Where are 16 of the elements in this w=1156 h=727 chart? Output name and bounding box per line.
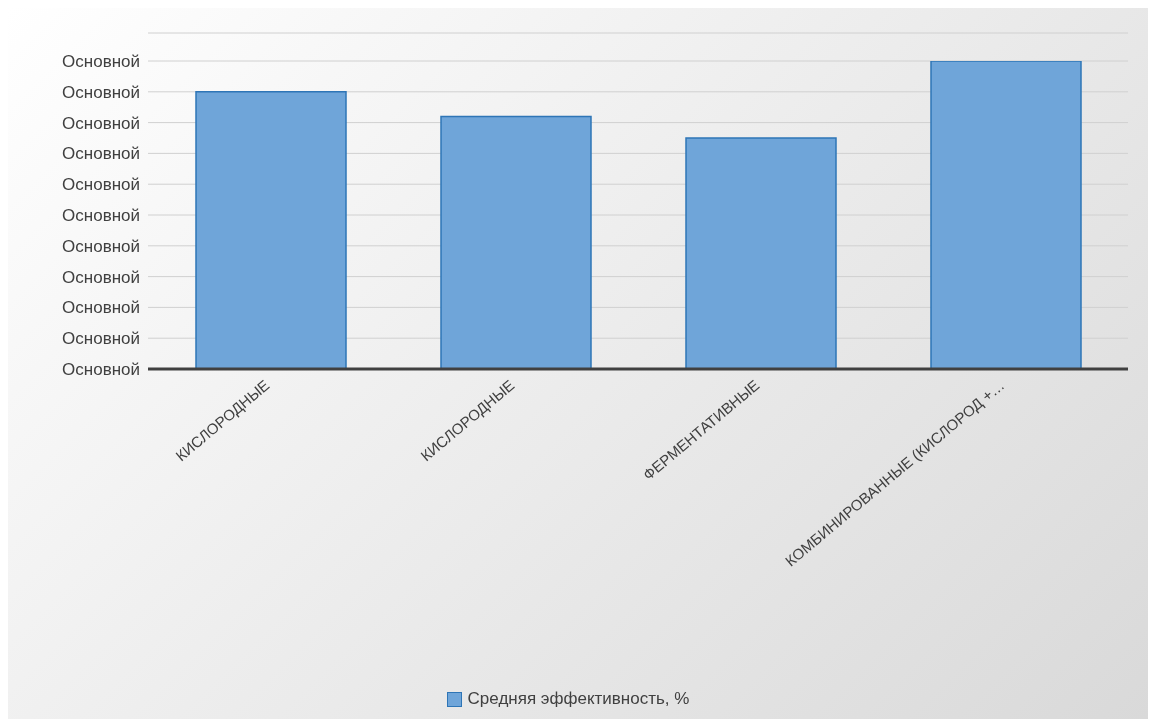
bar <box>685 137 837 369</box>
text: Основной <box>62 329 140 349</box>
text: Основной <box>62 82 140 102</box>
text: Основной <box>62 52 140 72</box>
text: Основной <box>62 236 140 256</box>
text: Основной <box>62 267 140 287</box>
text: Основной <box>62 298 140 318</box>
text: Основной <box>62 206 140 226</box>
bar <box>195 91 347 369</box>
text: Основной <box>62 360 140 380</box>
text: Основной <box>62 144 140 164</box>
text: Основной <box>62 175 140 195</box>
bar <box>440 115 592 369</box>
bar <box>930 61 1082 369</box>
legend-label: Средняя эффективность, % <box>467 689 690 709</box>
text: Основной <box>62 113 140 133</box>
